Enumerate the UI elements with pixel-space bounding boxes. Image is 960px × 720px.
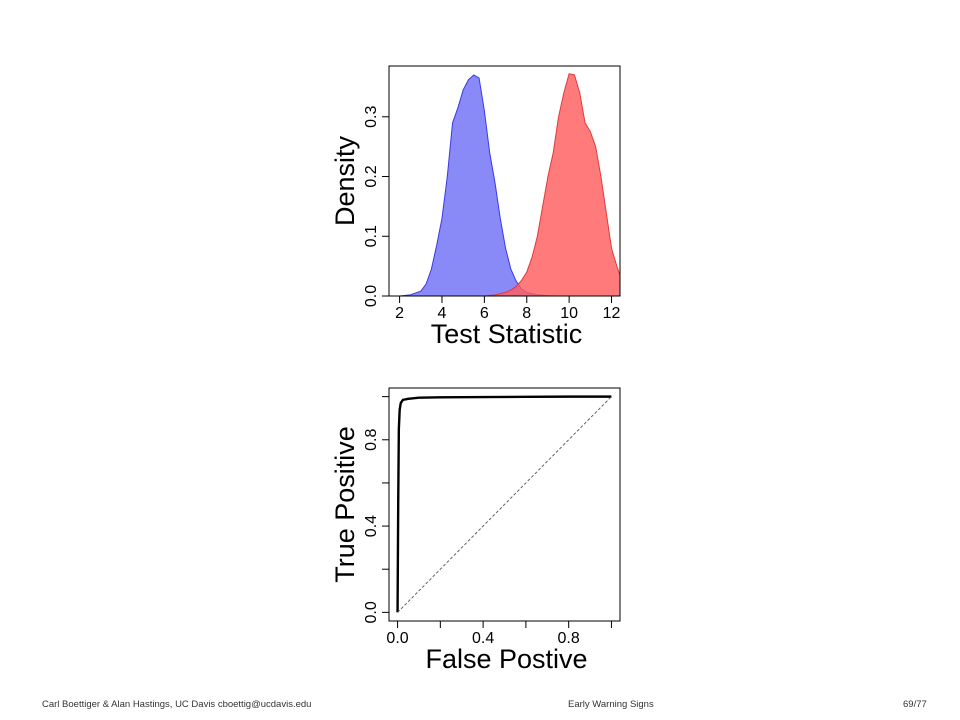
y-tick-label: 0.8 xyxy=(363,429,380,451)
chart-figure: 2 4 6 8 10 12 0.0 0.1 0.2 0.3 Test Statistic Densit… xyxy=(330,65,621,674)
x-tick-label: 12 xyxy=(603,305,621,322)
footer-authors: Carl Boettiger & Alan Hastings, UC Davis… xyxy=(42,699,312,710)
footer-title: Early Warning Signs xyxy=(568,699,654,710)
y-tick-label: 0.3 xyxy=(363,106,380,128)
plot-frame xyxy=(388,65,621,297)
x-tick-label: 10 xyxy=(560,305,578,322)
density-area-2 xyxy=(484,73,621,297)
footer-page-number: 69/77 xyxy=(903,699,927,710)
x-tick-label: 4 xyxy=(438,305,447,322)
x-axis-title: False Postive xyxy=(425,644,587,674)
plot-frame xyxy=(388,387,621,622)
x-tick-label: 0.4 xyxy=(472,630,494,647)
x-tick-label: 6 xyxy=(480,305,489,322)
y-tick-label: 0.0 xyxy=(363,285,380,307)
density-plot: 2 4 6 8 10 12 0.0 0.1 0.2 0.3 Test Statistic Densit… xyxy=(330,65,621,349)
x-tick-label: 8 xyxy=(522,305,531,322)
reference-diagonal-line xyxy=(397,396,612,613)
y-tick-label: 0.1 xyxy=(363,225,380,247)
roc-curve xyxy=(396,395,612,613)
y-tick-label: 0.4 xyxy=(363,515,380,537)
y-tick-label: 0.2 xyxy=(363,165,380,187)
y-axis-title: Density xyxy=(330,135,360,226)
x-tick-label: 2 xyxy=(395,305,404,322)
x-axis-title: Test Statistic xyxy=(431,319,583,349)
x-tick-label: 0.0 xyxy=(386,630,408,647)
y-axis-title: True Positive xyxy=(330,426,360,583)
x-tick-label: 0.8 xyxy=(558,630,580,647)
y-tick-label: 0.0 xyxy=(363,601,380,623)
